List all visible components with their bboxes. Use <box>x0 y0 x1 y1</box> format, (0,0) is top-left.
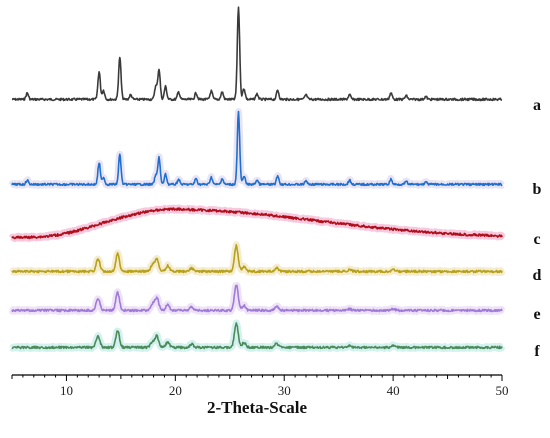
x-tick-label: 40 <box>387 383 400 398</box>
series-e-halo <box>8 281 506 315</box>
series-d-line <box>11 244 503 274</box>
series-c-halo <box>8 204 506 242</box>
x-tick-label: 10 <box>60 383 73 398</box>
series-label-c: c <box>533 231 540 248</box>
series-labels: a b c d e f <box>533 97 542 360</box>
series-label-f: f <box>534 343 540 360</box>
series-b-halo <box>8 108 505 189</box>
series-e-line <box>11 284 503 313</box>
x-axis-title: 2-Theta-Scale <box>207 398 308 417</box>
series-label-e: e <box>533 306 540 323</box>
series-curves <box>8 6 506 352</box>
x-tick-label: 30 <box>278 383 291 398</box>
series-label-b: b <box>533 181 542 198</box>
x-tick-label: 20 <box>169 383 182 398</box>
x-tick-label: 50 <box>496 383 509 398</box>
series-label-a: a <box>533 97 541 114</box>
series-label-d: d <box>533 267 542 284</box>
series-f-halo <box>9 319 506 352</box>
series-b-line <box>11 110 503 187</box>
series-c-line <box>11 207 503 240</box>
series-f-line <box>11 322 503 350</box>
series-d-halo <box>9 241 506 276</box>
series-a-line <box>11 6 503 102</box>
x-axis-ticks: 10 20 30 40 50 <box>11 375 509 398</box>
